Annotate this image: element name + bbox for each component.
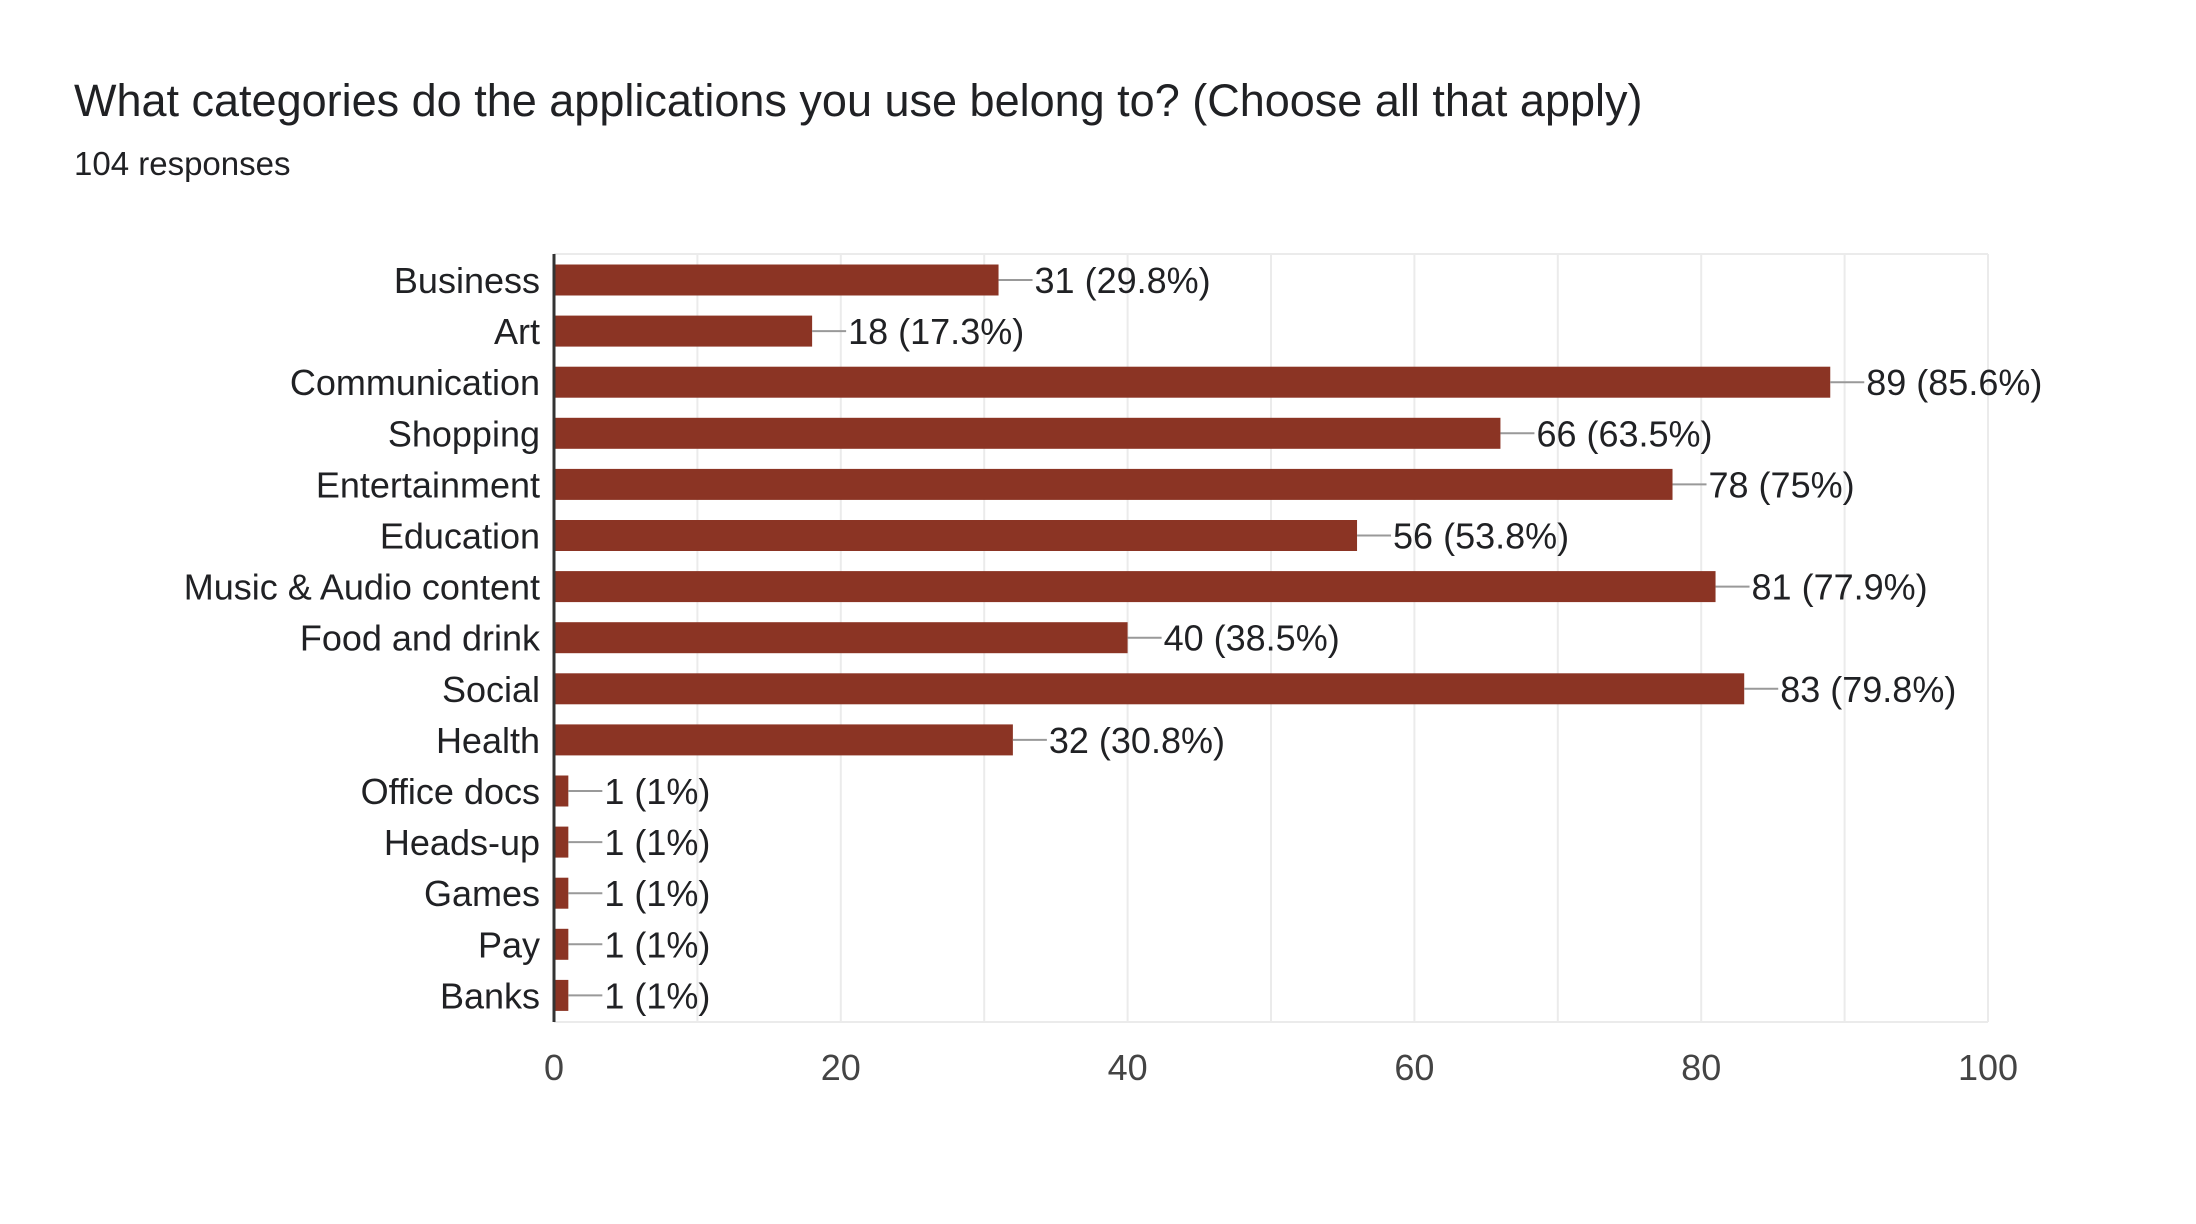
- bar-13: [554, 928, 569, 960]
- data-label-6: 81 (77.9%): [1752, 567, 1928, 608]
- bar-8: [554, 673, 1745, 705]
- data-label-14: 1 (1%): [604, 975, 710, 1016]
- category-label-4: Entertainment: [316, 464, 540, 505]
- data-label-11: 1 (1%): [604, 822, 710, 863]
- category-label-2: Communication: [290, 362, 540, 403]
- response-count: 104 responses: [74, 145, 291, 182]
- data-label-12: 1 (1%): [604, 873, 710, 914]
- category-label-13: Pay: [478, 924, 540, 965]
- data-label-3: 66 (63.5%): [1536, 413, 1712, 454]
- category-label-6: Music & Audio content: [184, 567, 540, 608]
- data-label-0: 31 (29.8%): [1035, 260, 1211, 301]
- bar-11: [554, 826, 569, 858]
- x-tick-label-20: 20: [821, 1047, 861, 1088]
- data-label-10: 1 (1%): [604, 771, 710, 812]
- x-tick-label-40: 40: [1108, 1047, 1148, 1088]
- category-label-14: Banks: [440, 975, 540, 1016]
- x-tick-label-100: 100: [1958, 1047, 2018, 1088]
- bar-7: [554, 622, 1128, 654]
- bars: [552, 254, 1865, 1022]
- bar-6: [554, 571, 1716, 603]
- data-label-7: 40 (38.5%): [1164, 618, 1340, 659]
- category-label-0: Business: [394, 260, 540, 301]
- data-label-13: 1 (1%): [604, 924, 710, 965]
- data-label-9: 32 (30.8%): [1049, 720, 1225, 761]
- bar-10: [554, 775, 569, 807]
- bar-9: [554, 724, 1013, 756]
- bar-3: [554, 417, 1501, 449]
- bar-12: [554, 877, 569, 909]
- chart-title: What categories do the applications you …: [74, 75, 1643, 126]
- data-label-2: 89 (85.6%): [1866, 362, 2042, 403]
- category-label-9: Health: [436, 720, 540, 761]
- category-label-5: Education: [380, 516, 540, 557]
- category-label-11: Heads-up: [384, 822, 540, 863]
- bar-4: [554, 468, 1673, 500]
- bar-2: [554, 366, 1831, 398]
- category-label-10: Office docs: [361, 771, 540, 812]
- bar-0: [554, 264, 999, 296]
- category-label-7: Food and drink: [300, 618, 541, 659]
- category-label-8: Social: [442, 669, 540, 710]
- bar-1: [554, 315, 813, 347]
- category-label-12: Games: [424, 873, 540, 914]
- x-tick-label-0: 0: [544, 1047, 564, 1088]
- category-label-1: Art: [494, 311, 540, 352]
- data-label-4: 78 (75%): [1709, 464, 1855, 505]
- chart-header: What categories do the applications you …: [74, 72, 1642, 184]
- category-label-3: Shopping: [388, 413, 540, 454]
- bar-5: [554, 520, 1358, 551]
- data-label-8: 83 (79.8%): [1780, 669, 1956, 710]
- x-tick-label-60: 60: [1394, 1047, 1434, 1088]
- data-label-5: 56 (53.8%): [1393, 516, 1569, 557]
- x-tick-label-80: 80: [1681, 1047, 1721, 1088]
- bar-14: [554, 979, 569, 1011]
- data-label-1: 18 (17.3%): [848, 311, 1024, 352]
- labels: 0 20 40 60 80 100 Business 31 (29.8%) Art 18 (17.…: [184, 260, 2043, 1088]
